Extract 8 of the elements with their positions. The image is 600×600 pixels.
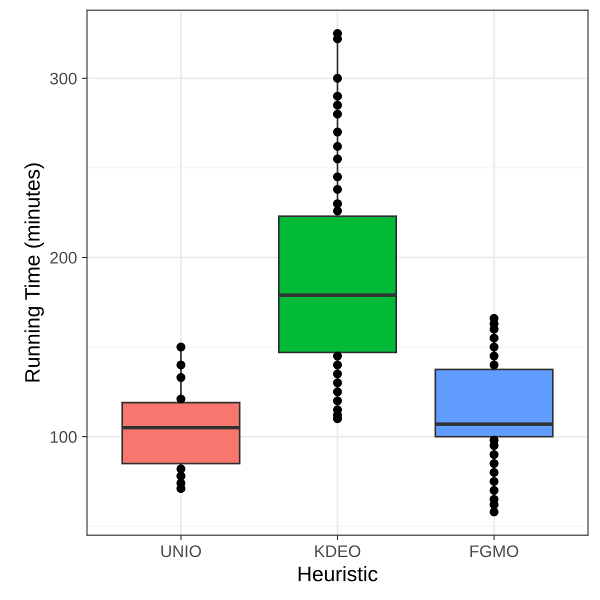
x-tick-label: UNIO bbox=[161, 545, 201, 558]
x-tick-label: KDEO bbox=[315, 545, 360, 558]
x-tick-label: FGMO bbox=[470, 545, 518, 558]
y-tick-label: 100 bbox=[50, 431, 77, 443]
y-tick-label: 300 bbox=[50, 72, 77, 84]
x-axis-title: Heuristic bbox=[298, 566, 378, 582]
y-axis-title: Running Time (minutes) bbox=[24, 163, 44, 382]
y-tick-label: 200 bbox=[50, 252, 77, 264]
